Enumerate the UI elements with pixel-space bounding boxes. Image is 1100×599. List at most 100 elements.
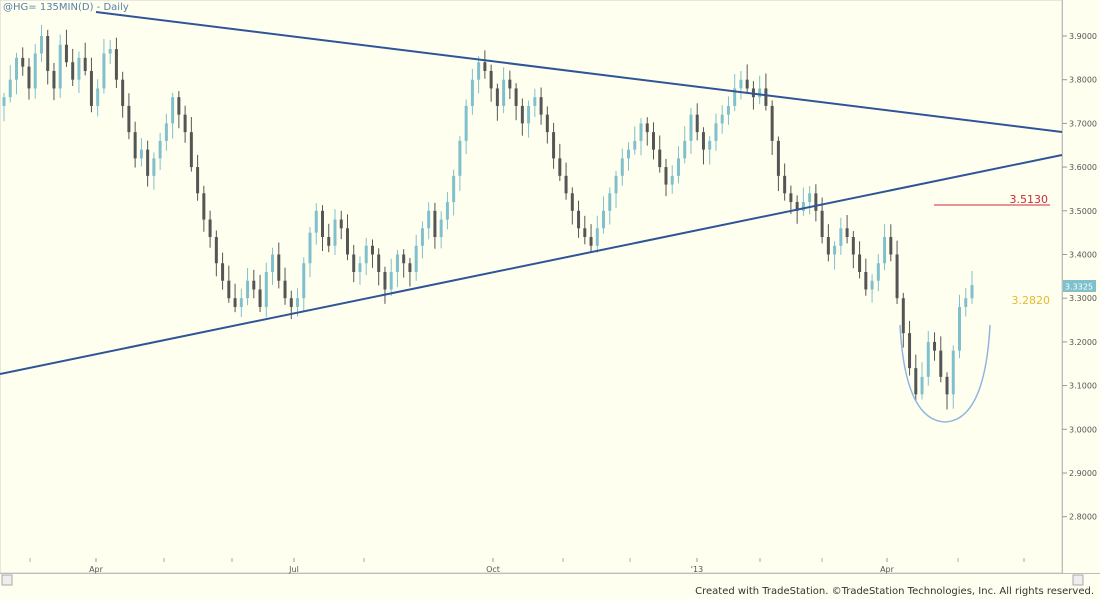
candle-body <box>502 79 506 106</box>
candle-body <box>214 237 218 264</box>
candle-body <box>845 228 849 238</box>
candle-body <box>951 350 955 395</box>
candle-body <box>458 140 462 176</box>
y-tick-label: 2.8000 <box>1069 513 1097 522</box>
candle-body <box>464 105 468 141</box>
candle-body <box>564 175 568 194</box>
candle-body <box>71 62 75 80</box>
candle-body <box>89 70 93 106</box>
candle-body <box>851 237 855 255</box>
candle-body <box>745 79 749 89</box>
candle-body <box>395 254 399 272</box>
candle-body <box>870 280 874 290</box>
candle-body <box>114 49 118 80</box>
candle-body <box>926 341 930 377</box>
current-price-label: 3.3325 <box>1065 283 1093 292</box>
candle-body <box>508 79 512 89</box>
candle-body <box>839 228 843 246</box>
candle-body <box>483 62 487 71</box>
candle-body <box>121 79 125 106</box>
candle-body <box>327 237 331 246</box>
y-tick-label: 3.8000 <box>1069 76 1097 85</box>
candle-body <box>577 210 581 229</box>
candle-body <box>651 132 655 150</box>
candle-body <box>264 271 268 307</box>
rounding-bottom-arc <box>899 324 991 423</box>
footer-credit: Created with TradeStation. ©TradeStation… <box>695 586 1094 597</box>
candle-body <box>733 88 737 106</box>
candle-body <box>520 105 524 124</box>
candle-body <box>402 254 406 264</box>
candle-body <box>208 219 212 238</box>
candle-body <box>96 88 100 106</box>
y-tick-label: 3.5000 <box>1069 207 1097 216</box>
candle-body <box>477 62 481 80</box>
candle-body <box>608 193 612 211</box>
x-tick-label: Oct <box>486 565 500 574</box>
candle-body <box>826 237 830 255</box>
candle-body <box>152 158 156 176</box>
candle-body <box>808 193 812 203</box>
y-tick-label: 3.2000 <box>1069 338 1097 347</box>
candle-body <box>139 149 143 159</box>
candle-body <box>2 97 6 106</box>
candle-body <box>833 245 837 255</box>
candle-body <box>539 97 543 115</box>
candle-body <box>645 123 649 133</box>
candle-body <box>433 210 437 238</box>
candle-body <box>196 167 200 194</box>
candle-body <box>658 149 662 168</box>
candle-body <box>695 114 699 133</box>
candle-body <box>814 193 818 211</box>
x-tick-label: '13 <box>691 565 703 574</box>
candle-body <box>789 193 793 203</box>
candle-body <box>945 376 949 395</box>
candle-body <box>39 36 43 54</box>
candle-body <box>908 333 912 369</box>
candle-body <box>383 271 387 290</box>
candle-body <box>633 140 637 150</box>
candle-body <box>133 132 137 159</box>
candle-body <box>227 280 231 299</box>
candle-body <box>920 376 924 395</box>
candle-body <box>345 228 349 255</box>
candle-body <box>21 57 25 67</box>
candle-body <box>552 132 556 159</box>
candle-body <box>427 210 431 229</box>
candle-body <box>158 140 162 159</box>
candle-body <box>246 280 250 299</box>
candle-body <box>589 237 593 246</box>
candle-body <box>795 202 799 211</box>
candle-body <box>820 210 824 238</box>
candle-body <box>708 140 712 150</box>
y-tick-label: 2.9000 <box>1069 469 1097 478</box>
candle-body <box>583 228 587 238</box>
candle-body <box>127 105 131 133</box>
candle-body <box>558 158 562 176</box>
scroll-box[interactable] <box>1072 574 1084 586</box>
candle-body <box>164 123 168 141</box>
candle-body <box>527 105 531 124</box>
candle-body <box>221 263 225 281</box>
scroll-left-box[interactable] <box>1 574 13 586</box>
candle-body <box>514 88 518 106</box>
candle-body <box>108 49 112 54</box>
candle-body <box>801 202 805 211</box>
candle-body <box>58 44 62 89</box>
candle-body <box>283 280 287 299</box>
candle-body <box>414 245 418 272</box>
candle-body <box>321 210 325 238</box>
chart-title: @HG= 135MIN(D) - Daily <box>3 2 129 13</box>
y-tick-label: 3.9000 <box>1069 32 1097 41</box>
candle-body <box>364 245 368 264</box>
candle-body <box>683 140 687 159</box>
x-tick-label: Jul <box>288 565 299 574</box>
candle-body <box>614 175 618 194</box>
candle-body <box>783 175 787 194</box>
y-tick-label: 3.0000 <box>1069 425 1097 434</box>
candle-body <box>858 254 862 272</box>
candle-body <box>914 368 918 395</box>
candle-body <box>52 70 56 89</box>
candle-body <box>620 158 624 176</box>
candle-body <box>408 263 412 272</box>
